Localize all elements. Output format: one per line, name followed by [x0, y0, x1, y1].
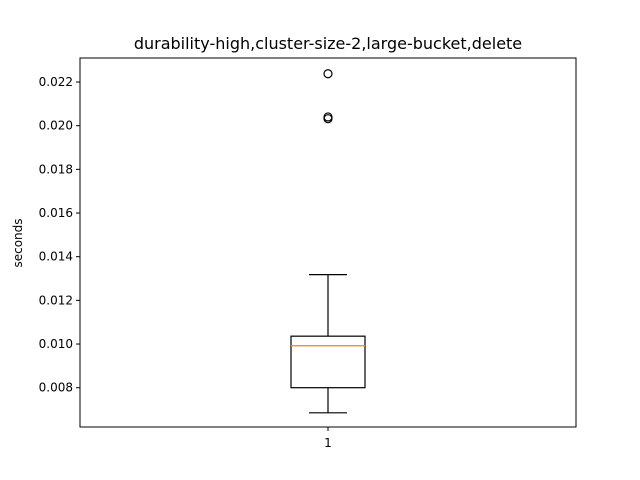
outlier-point: [323, 69, 333, 79]
y-tick-label: 0.018: [39, 162, 73, 176]
y-axis-label: seconds: [11, 218, 25, 267]
y-tick-label: 0.010: [39, 337, 73, 351]
outlier-point: [323, 114, 333, 124]
y-tick-label: 0.012: [39, 293, 73, 307]
box-iqr: [290, 335, 366, 389]
y-tick-label: 0.014: [39, 250, 73, 264]
y-tick-label: 0.022: [39, 75, 73, 89]
x-tick-label: 1: [324, 436, 332, 450]
plot-area: 0.008 0.010 0.012 0.014 0.016 0.018 0.020 0.022…: [39, 69, 366, 450]
y-tick-label: 0.008: [39, 381, 73, 395]
chart-title: durability-high,cluster-size-2,large-buc…: [134, 34, 522, 53]
y-tick-label: 0.016: [39, 206, 73, 220]
axes-frame: [79, 57, 577, 428]
y-tick-label: 0.020: [39, 119, 73, 133]
